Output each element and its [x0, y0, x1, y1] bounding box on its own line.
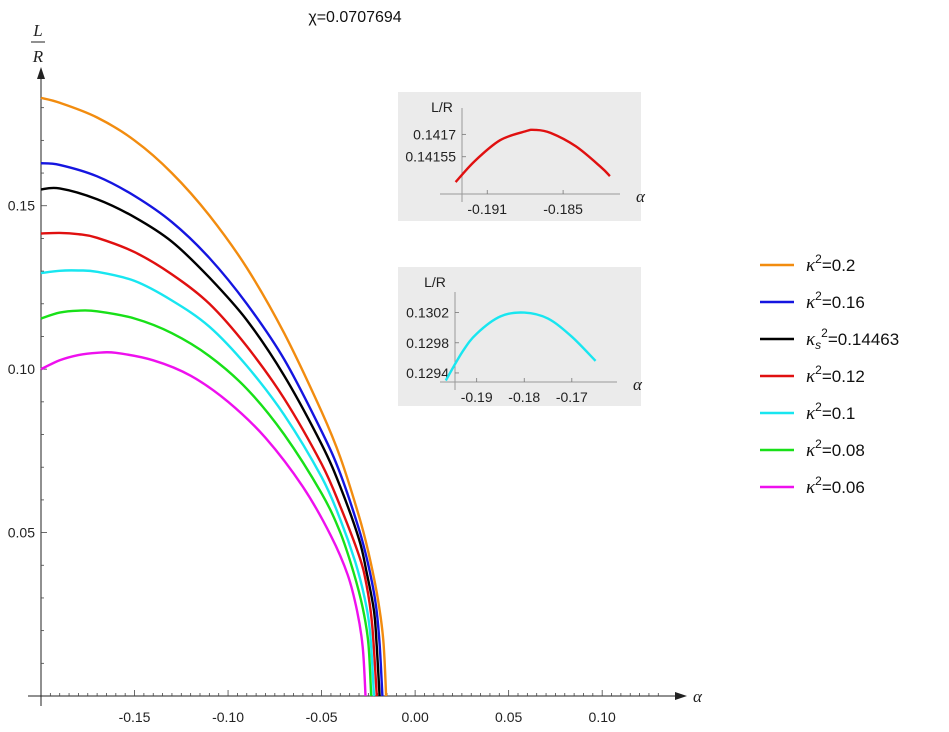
inset-x-axis-label: α [636, 187, 646, 206]
series-line-3 [40, 231, 378, 697]
inset-y-tick-label: 0.1302 [406, 305, 449, 321]
y-axis-label-numerator: L [32, 21, 42, 40]
legend-label-0: κ2=0.2 [806, 252, 855, 276]
inset-y-tick-label: 0.1294 [406, 365, 449, 381]
series-line-5 [40, 309, 373, 697]
y-tick-label: 0.05 [8, 525, 35, 541]
chart-title: χ=0.0707694 [308, 9, 401, 26]
inset-y-tick-label: 0.14155 [405, 149, 456, 165]
series-line-2 [40, 186, 381, 697]
series-line-0 [40, 96, 388, 697]
inset-x-tick-label: -0.18 [508, 389, 540, 405]
y-axis-arrow [37, 67, 45, 79]
legend-label-6: κ2=0.06 [806, 474, 865, 498]
y-tick-label: 0.10 [8, 361, 35, 377]
series-line-1 [40, 162, 384, 697]
legend-label-3: κ2=0.12 [806, 363, 865, 387]
inset-background [398, 267, 641, 406]
y-tick-label: 0.15 [8, 198, 35, 214]
legend-label-1: κ2=0.16 [806, 289, 865, 313]
x-tick-label: 0.10 [589, 709, 616, 725]
legend: κ2=0.2 κ2=0.16 κs2=0.14463 κ2=0.12 κ2=0.1 κ2=… [760, 252, 899, 498]
inset-plot-cyan: -0.19 -0.18 -0.17 0.1294 0.1298 0.1302 L/R α [398, 267, 643, 406]
inset-y-tick-label: 0.1298 [406, 335, 449, 351]
x-tick-label: 0.05 [495, 709, 522, 725]
inset-x-tick-label: -0.185 [543, 201, 583, 217]
inset-background [398, 92, 641, 221]
inset-plot-red: -0.191 -0.185 0.14155 0.1417 L/R α [398, 92, 646, 221]
y-axis-label-denominator: R [32, 47, 44, 66]
inset-y-tick-label: 0.1417 [413, 126, 456, 142]
inset-x-tick-label: -0.191 [467, 201, 507, 217]
inset-series-line-0 [454, 128, 611, 183]
legend-label-4: κ2=0.1 [806, 400, 855, 424]
x-axis-arrow [675, 692, 687, 700]
inset-x-axis-label: α [633, 375, 643, 394]
inset-x-tick-label: -0.17 [556, 389, 588, 405]
legend-label-2: κs2=0.14463 [806, 326, 899, 352]
x-tick-label: -0.15 [119, 709, 151, 725]
inset-series-line-0 [444, 311, 597, 382]
legend-label-5: κ2=0.08 [806, 437, 865, 461]
inset-x-tick-label: -0.19 [461, 389, 493, 405]
x-tick-label: -0.05 [306, 709, 338, 725]
inset-y-axis-label: L/R [431, 99, 453, 115]
series-line-6 [40, 350, 367, 697]
main-plot-area: -0.15 -0.10 -0.05 0.00 0.05 0.10 0.05 0.10 0.15 α… [8, 21, 703, 725]
series-line-4 [40, 269, 376, 697]
x-tick-label: -0.10 [212, 709, 244, 725]
inset-y-axis-label: L/R [424, 274, 446, 290]
x-axis-label: α [693, 687, 703, 706]
x-tick-label: 0.00 [401, 709, 428, 725]
